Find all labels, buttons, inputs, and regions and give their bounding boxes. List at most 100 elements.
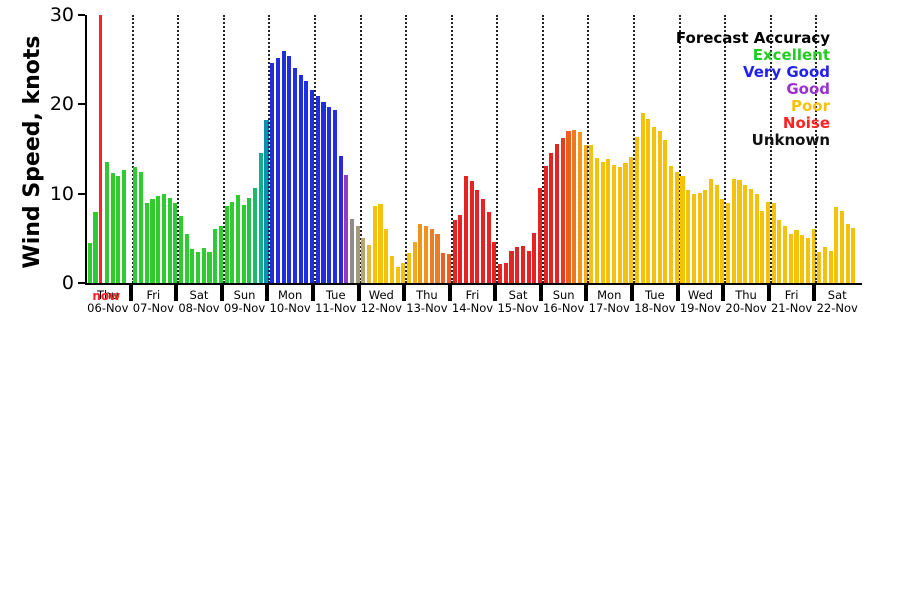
wind-bar bbox=[794, 230, 799, 283]
wind-bar bbox=[498, 264, 503, 283]
x-axis-day-label: Thu 20-Nov bbox=[723, 289, 769, 315]
wind-bar bbox=[515, 247, 520, 283]
wind-bar bbox=[760, 210, 765, 283]
day-date: 06-Nov bbox=[87, 301, 129, 315]
wind-bar bbox=[178, 216, 184, 283]
wind-bar bbox=[640, 113, 645, 283]
wind-bar bbox=[612, 165, 617, 283]
wind-bar bbox=[851, 227, 856, 283]
wind-bar bbox=[703, 190, 708, 283]
wind-bar bbox=[577, 132, 582, 283]
day-date: 10-Nov bbox=[269, 301, 311, 315]
day-boundary-gridline bbox=[450, 15, 453, 283]
x-axis-day-label: Fri 07-Nov bbox=[131, 289, 177, 315]
day-boundary-gridline bbox=[177, 15, 180, 283]
wind-bar bbox=[332, 109, 337, 283]
legend-item-unknown: Unknown bbox=[751, 131, 830, 149]
wind-bar bbox=[503, 263, 508, 283]
day-boundary-gridline bbox=[678, 15, 681, 283]
wind-bar bbox=[657, 131, 662, 283]
wind-bar bbox=[173, 202, 178, 283]
day-boundary-gridline bbox=[769, 15, 772, 283]
x-axis-day-label: Wed 19-Nov bbox=[678, 289, 724, 315]
wind-bar bbox=[629, 157, 634, 283]
wind-bar bbox=[406, 252, 411, 283]
wind-bar bbox=[253, 188, 258, 283]
wind-bar bbox=[213, 229, 218, 283]
wind-bar bbox=[651, 126, 657, 283]
wind-bar bbox=[201, 248, 206, 283]
wind-bar bbox=[674, 172, 679, 283]
legend-item-noise: Noise bbox=[782, 114, 830, 132]
day-name: Sat bbox=[189, 288, 209, 302]
wind-bar bbox=[161, 193, 166, 283]
wind-bar bbox=[401, 263, 406, 283]
wind-bar bbox=[817, 251, 822, 283]
day-boundary-tick bbox=[721, 285, 726, 301]
wind-bar bbox=[840, 210, 845, 283]
wind-bar bbox=[594, 157, 600, 283]
day-name: Thu bbox=[735, 288, 757, 302]
wind-bar bbox=[349, 218, 355, 283]
day-boundary-tick bbox=[128, 285, 133, 301]
day-boundary-gridline bbox=[131, 15, 134, 283]
day-name: Fri bbox=[784, 288, 799, 302]
wind-bar bbox=[623, 163, 628, 283]
wind-bar bbox=[241, 205, 246, 283]
x-axis-day-label: Sat 08-Nov bbox=[176, 289, 222, 315]
x-axis-day-label: Fri 14-Nov bbox=[450, 289, 496, 315]
wind-forecast-chart: Wind Speed, knots 0 10 20 30 Thu 06-Nov Fri 07… bbox=[20, 4, 862, 315]
wind-bar bbox=[583, 145, 588, 283]
day-name: Wed bbox=[687, 288, 713, 302]
wind-bar bbox=[634, 136, 639, 283]
wind-bar bbox=[566, 131, 571, 283]
day-date: 07-Nov bbox=[132, 301, 174, 315]
wind-bar bbox=[845, 224, 850, 283]
day-name: Mon bbox=[278, 288, 303, 302]
wind-bar bbox=[697, 192, 702, 283]
wind-bar bbox=[520, 246, 525, 283]
wind-bar bbox=[805, 238, 810, 283]
day-name: Sun bbox=[552, 288, 575, 302]
wind-bar bbox=[560, 138, 565, 283]
wind-bar bbox=[617, 166, 622, 283]
x-axis-day-label: Mon 10-Nov bbox=[267, 289, 313, 315]
day-date: 11-Nov bbox=[315, 301, 357, 315]
wind-bar bbox=[412, 241, 417, 283]
wind-bar bbox=[606, 158, 611, 283]
y-tick-mark bbox=[78, 282, 85, 284]
wind-bar bbox=[600, 162, 605, 283]
wind-bar bbox=[429, 229, 434, 283]
wind-bar bbox=[121, 170, 127, 283]
x-axis-day-label: Sat 15-Nov bbox=[495, 289, 541, 315]
day-date: 21-Nov bbox=[770, 301, 813, 315]
wind-bar bbox=[572, 130, 577, 283]
wind-bar bbox=[480, 199, 486, 283]
wind-bar bbox=[247, 198, 252, 283]
wind-bar bbox=[184, 233, 189, 283]
now-label: now bbox=[92, 289, 121, 303]
wind-bar bbox=[646, 118, 651, 283]
wind-bar bbox=[726, 202, 731, 283]
wind-bar bbox=[714, 184, 719, 283]
day-boundary-gridline bbox=[222, 15, 225, 283]
day-date: 16-Nov bbox=[543, 301, 585, 315]
wind-bar bbox=[788, 233, 793, 283]
wind-bar bbox=[224, 206, 229, 283]
day-boundary-tick bbox=[402, 285, 407, 301]
y-tick-mark bbox=[78, 103, 85, 106]
wind-bar bbox=[526, 250, 531, 283]
x-axis-day-label: Thu 13-Nov bbox=[404, 289, 450, 315]
x-axis-day-label: Fri 21-Nov bbox=[769, 289, 815, 315]
wind-bar bbox=[783, 225, 788, 283]
wind-bar bbox=[367, 245, 372, 283]
y-axis-title: Wind Speed, knots bbox=[20, 35, 45, 269]
wind-bar bbox=[87, 242, 92, 283]
wind-bar bbox=[708, 179, 714, 283]
wind-bar bbox=[315, 96, 320, 283]
wind-bar bbox=[475, 190, 480, 283]
wind-bar bbox=[327, 107, 332, 283]
wind-bar bbox=[748, 189, 753, 283]
wind-bar bbox=[139, 172, 144, 283]
day-date: 15-Nov bbox=[497, 301, 539, 315]
